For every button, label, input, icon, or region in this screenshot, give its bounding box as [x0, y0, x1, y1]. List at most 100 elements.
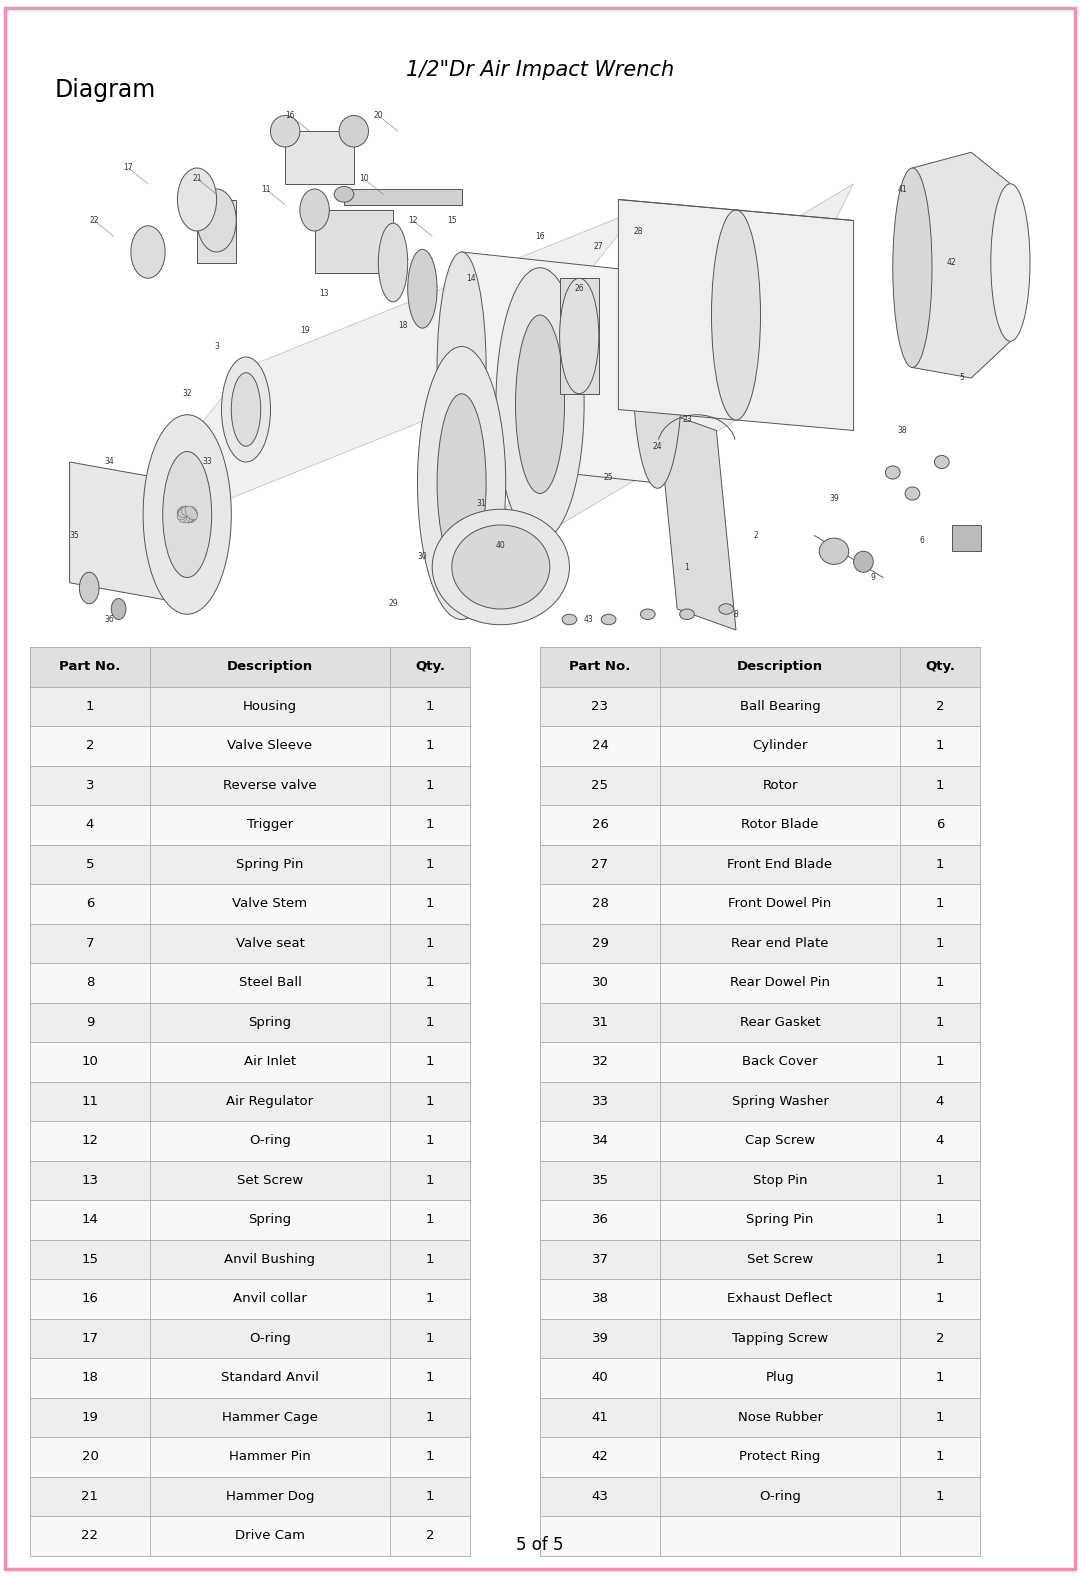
Text: Ball Bearing: Ball Bearing [740, 700, 821, 713]
Ellipse shape [270, 115, 300, 147]
Polygon shape [99, 210, 638, 552]
Text: 9: 9 [85, 1016, 94, 1028]
Bar [30, 964, 470, 1003]
Text: 1: 1 [85, 700, 94, 713]
Text: 2: 2 [753, 531, 758, 539]
Ellipse shape [602, 615, 616, 624]
Text: Valve Stem: Valve Stem [232, 897, 308, 910]
Text: Part No.: Part No. [569, 661, 631, 673]
Text: 18: 18 [399, 322, 407, 330]
Text: 20: 20 [374, 110, 383, 120]
Text: Reverse valve: Reverse valve [224, 779, 316, 792]
Ellipse shape [185, 506, 198, 520]
Bar [540, 1200, 980, 1240]
Ellipse shape [178, 506, 193, 517]
Text: 5 of 5: 5 of 5 [516, 1536, 564, 1553]
Text: 40: 40 [592, 1372, 608, 1385]
Bar [540, 845, 980, 885]
Polygon shape [69, 462, 187, 604]
Text: 2: 2 [426, 1530, 434, 1542]
Text: 38: 38 [592, 1292, 608, 1306]
Bar [30, 1515, 470, 1555]
Ellipse shape [187, 506, 197, 522]
Text: 1: 1 [426, 976, 434, 989]
Text: 1: 1 [935, 976, 944, 989]
Text: 33: 33 [202, 457, 212, 467]
Bar [540, 1437, 980, 1476]
Text: 39: 39 [829, 494, 839, 503]
Text: 1: 1 [426, 1016, 434, 1028]
Text: O-ring: O-ring [759, 1490, 801, 1503]
Text: Anvil collar: Anvil collar [233, 1292, 307, 1306]
Text: 35: 35 [592, 1173, 608, 1187]
Text: 6: 6 [920, 536, 924, 546]
Ellipse shape [934, 456, 949, 468]
Text: 28: 28 [633, 227, 643, 235]
Text: 1: 1 [935, 897, 944, 910]
Text: 12: 12 [81, 1134, 98, 1146]
Text: 16: 16 [536, 232, 544, 241]
Bar [345, 189, 461, 205]
Bar [30, 1003, 470, 1042]
Bar [540, 1121, 980, 1161]
Text: Qty.: Qty. [415, 661, 445, 673]
Bar [30, 1240, 470, 1279]
Text: 25: 25 [592, 779, 608, 792]
Text: 21: 21 [192, 173, 202, 183]
Ellipse shape [437, 394, 486, 572]
Text: 23: 23 [683, 415, 692, 424]
Text: 1: 1 [426, 897, 434, 910]
Ellipse shape [177, 509, 189, 524]
Ellipse shape [990, 185, 1030, 341]
Text: Part No.: Part No. [59, 661, 121, 673]
Ellipse shape [496, 268, 584, 541]
Bar [540, 1240, 980, 1279]
Text: 4: 4 [935, 1094, 944, 1107]
Text: 15: 15 [447, 216, 457, 226]
Ellipse shape [886, 465, 900, 479]
Bar [540, 686, 980, 725]
Text: Trigger: Trigger [247, 818, 293, 831]
Text: 24: 24 [652, 442, 662, 451]
Bar [30, 924, 470, 964]
Bar [30, 1437, 470, 1476]
Ellipse shape [334, 186, 354, 202]
Text: Hammer Pin: Hammer Pin [229, 1451, 311, 1463]
Bar [540, 1279, 980, 1318]
Text: 1: 1 [935, 937, 944, 949]
Ellipse shape [640, 609, 656, 620]
Ellipse shape [820, 538, 849, 565]
Text: 32: 32 [592, 1055, 608, 1068]
Text: Diagram: Diagram [55, 77, 157, 103]
Ellipse shape [719, 604, 733, 615]
Text: 21: 21 [81, 1490, 98, 1503]
Text: 2: 2 [85, 740, 94, 752]
Text: 1: 1 [935, 779, 944, 792]
Ellipse shape [177, 169, 217, 230]
Text: 30: 30 [418, 552, 428, 561]
Bar [540, 725, 980, 765]
Text: 42: 42 [592, 1451, 608, 1463]
Text: 1: 1 [935, 858, 944, 871]
Text: 3: 3 [85, 779, 94, 792]
Text: Cap Screw: Cap Screw [745, 1134, 815, 1146]
Ellipse shape [185, 509, 198, 524]
Text: 34: 34 [104, 457, 113, 467]
Text: 30: 30 [592, 976, 608, 989]
Text: 11: 11 [81, 1094, 98, 1107]
Text: 4: 4 [85, 818, 94, 831]
Text: Standard Anvil: Standard Anvil [221, 1372, 319, 1385]
Text: 10: 10 [359, 173, 368, 183]
Bar [30, 686, 470, 725]
Text: Valve seat: Valve seat [235, 937, 305, 949]
Text: 1: 1 [685, 563, 689, 571]
Bar [540, 1161, 980, 1200]
Text: 16: 16 [82, 1292, 98, 1306]
Text: 1: 1 [935, 1016, 944, 1028]
Bar [30, 725, 470, 765]
Bar [540, 1515, 980, 1555]
Text: 32: 32 [183, 390, 192, 399]
Text: 1: 1 [426, 779, 434, 792]
Ellipse shape [853, 552, 874, 572]
Text: Set Screw: Set Screw [237, 1173, 303, 1187]
